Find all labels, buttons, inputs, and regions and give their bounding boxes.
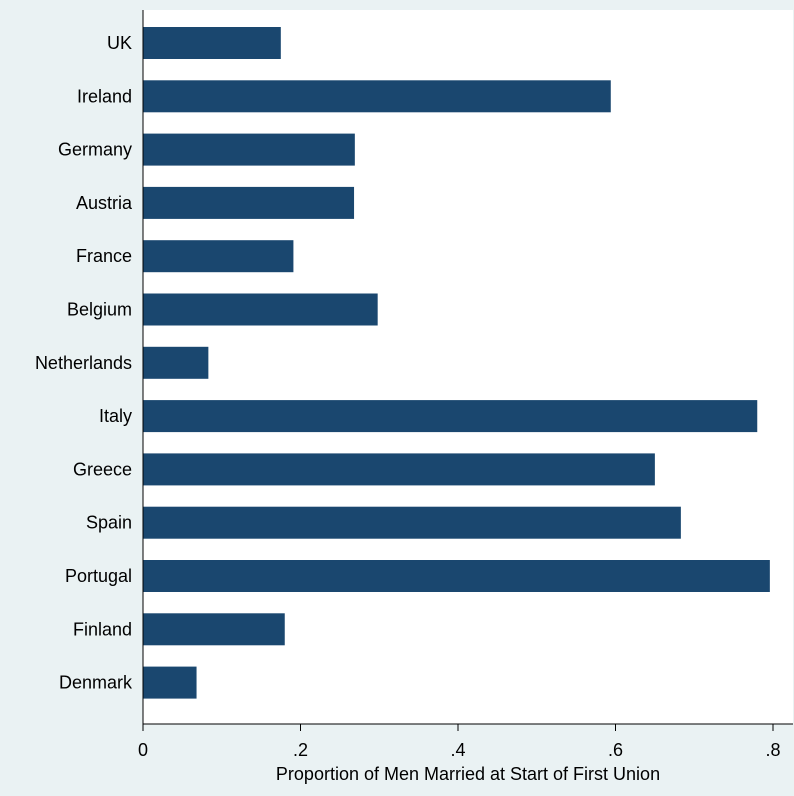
category-label: UK <box>107 33 132 53</box>
bar-uk <box>143 27 281 59</box>
category-label: France <box>76 246 132 266</box>
category-label: Finland <box>73 619 132 639</box>
category-label: Austria <box>76 193 133 213</box>
bar-spain <box>143 506 681 539</box>
x-ticks-group: 0 .2 .4 .6 .8 <box>138 724 781 760</box>
x-tick-label: .8 <box>765 740 780 760</box>
bar-belgium <box>143 293 378 326</box>
bar-austria <box>143 186 355 219</box>
bar-italy <box>143 400 758 433</box>
bars-group <box>143 27 770 699</box>
category-label: Italy <box>99 406 132 426</box>
category-label: Germany <box>58 140 132 160</box>
category-label: Ireland <box>77 86 132 106</box>
category-label: Belgium <box>67 300 132 320</box>
x-tick-label: .6 <box>608 740 623 760</box>
bar-germany <box>143 133 355 166</box>
x-tick-label: .2 <box>293 740 308 760</box>
category-label: Netherlands <box>35 353 132 373</box>
x-axis-label: Proportion of Men Married at Start of Fi… <box>276 764 660 784</box>
bar-ireland <box>143 80 611 113</box>
category-label: Portugal <box>65 566 132 586</box>
bar-finland <box>143 613 285 646</box>
plot-area <box>143 10 793 724</box>
category-labels-group: UK Ireland Germany Austria France Belgium Neth… <box>35 33 133 693</box>
category-label: Greece <box>73 459 132 479</box>
bar-netherlands <box>143 346 209 379</box>
category-label: Denmark <box>59 673 133 693</box>
category-label: Spain <box>86 513 132 533</box>
bar-portugal <box>143 560 770 592</box>
bar-denmark <box>143 666 197 699</box>
bar-greece <box>143 453 655 486</box>
bar-france <box>143 240 294 273</box>
x-tick-label: .4 <box>450 740 465 760</box>
x-tick-label: 0 <box>138 740 148 760</box>
